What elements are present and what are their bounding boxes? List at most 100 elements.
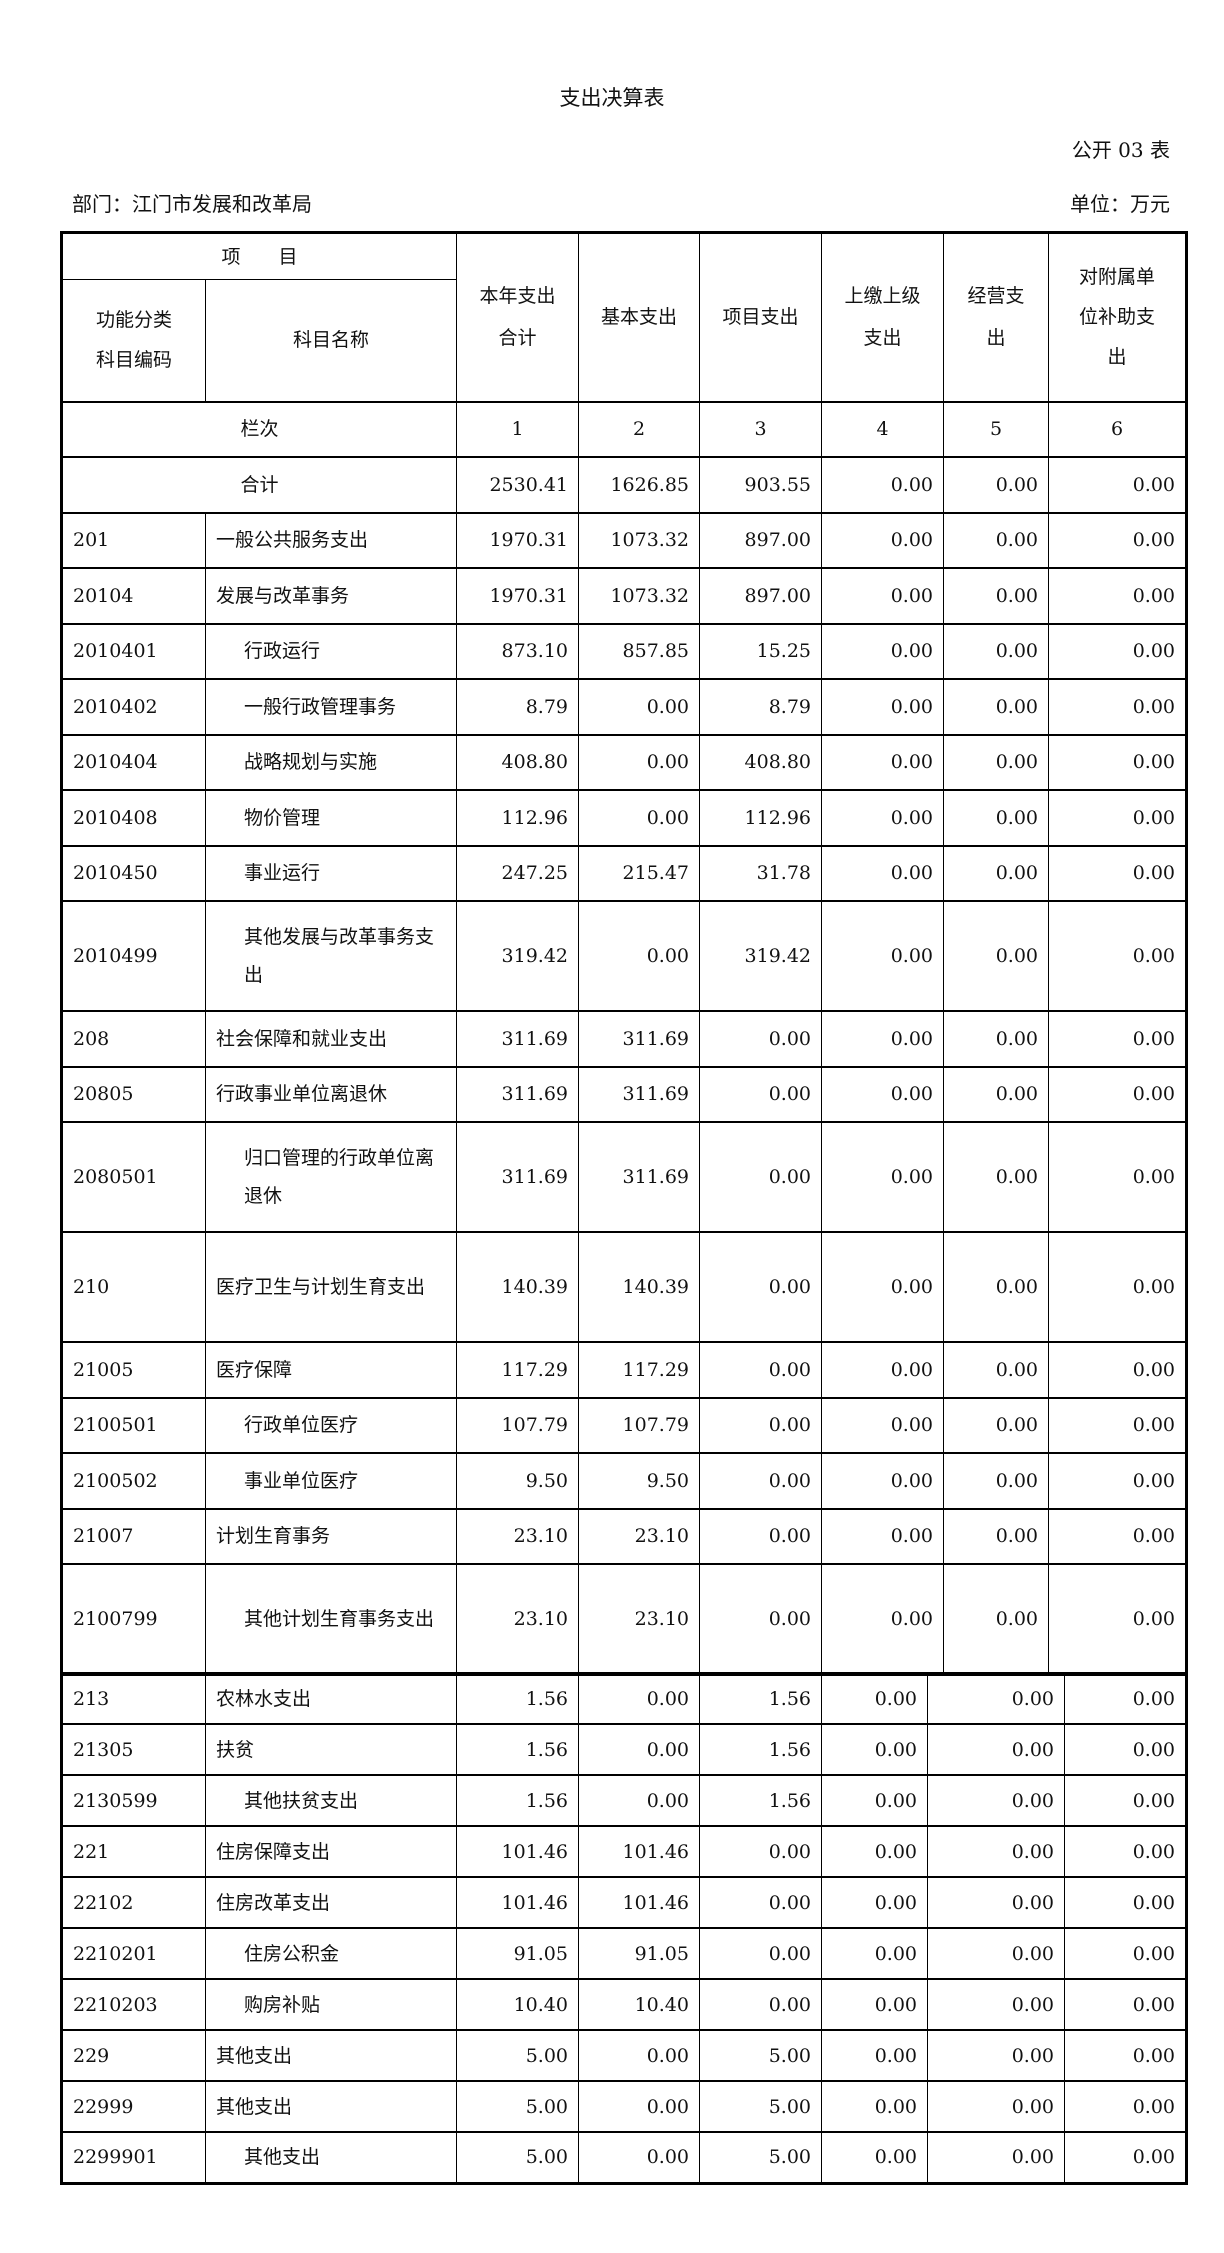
table-row: 2010450 事业运行 247.25 215.47 31.78 0.00 0.00 0.00 (61, 844, 1188, 902)
amount-cell: 0.00 (943, 789, 1050, 847)
amount-cell: 1.56 (699, 1723, 822, 1776)
amount-cell: 0.00 (927, 1774, 1065, 1827)
table-row: 21007 计划生育事务 23.10 23.10 0.00 0.00 0.00 0.00 (61, 1507, 1188, 1565)
table-row: 2080501 归口管理的行政单位离退休 311.69 311.69 0.00 0.00 0… (61, 1121, 1188, 1233)
amount-cell: 0.00 (821, 2131, 928, 2184)
amount-cell: 0.00 (699, 1927, 822, 1980)
amount-cell: 0.00 (927, 1825, 1065, 1878)
amount-cell: 1970.31 (456, 511, 580, 569)
amount-cell: 0.00 (927, 1927, 1065, 1980)
amount-cell: 9.50 (578, 1452, 701, 1510)
amount-cell: 0.00 (699, 1978, 822, 2031)
amount-cell: 0.00 (821, 1507, 945, 1565)
func-code-cell: 21005 (61, 1341, 206, 1399)
amount-cell: 897.00 (699, 511, 823, 569)
amount-cell: 0.00 (699, 1010, 823, 1068)
index-cell: 4 (821, 400, 945, 458)
amount-cell: 0.00 (699, 1876, 822, 1929)
amount-cell: 0.00 (943, 678, 1050, 736)
amount-cell: 0.00 (1048, 1507, 1188, 1565)
amount-cell: 311.69 (578, 1065, 701, 1123)
table-row: 21005 医疗保障 117.29 117.29 0.00 0.00 0.00 0.00 (61, 1341, 1188, 1399)
total-cell: 1626.85 (578, 455, 701, 514)
subject-name-cell: 行政事业单位离退休 (204, 1065, 458, 1123)
header-subject-name: 科目名称 (204, 279, 458, 402)
header-func-code: 功能分类 科目编码 (61, 279, 206, 402)
amount-cell: 1073.32 (578, 567, 701, 625)
func-code-cell: 2010401 (61, 622, 206, 680)
amount-cell: 91.05 (578, 1927, 700, 1980)
subject-name-cell: 一般公共服务支出 (204, 511, 458, 569)
table-row: 2010499 其他发展与改革事务支出 319.42 0.00 319.42 0.00 0.… (61, 900, 1188, 1012)
amount-cell: 0.00 (927, 1723, 1065, 1776)
amount-cell: 408.80 (699, 733, 823, 791)
amount-cell: 0.00 (821, 1452, 945, 1510)
amount-cell: 0.00 (821, 2029, 928, 2082)
amount-cell: 0.00 (1048, 1121, 1188, 1233)
amount-cell: 0.00 (578, 2029, 700, 2082)
amount-cell: 107.79 (456, 1396, 580, 1454)
amount-cell: 0.00 (578, 789, 701, 847)
amount-cell: 0.00 (699, 1065, 823, 1123)
amount-cell: 0.00 (1048, 844, 1188, 902)
index-row: 栏次 1 2 3 4 5 6 (60, 400, 1188, 458)
unit-label: 单位：万元 (1070, 192, 1170, 216)
amount-cell: 0.00 (821, 733, 945, 791)
amount-cell: 408.80 (456, 733, 580, 791)
amount-cell: 0.00 (1048, 1563, 1188, 1675)
table-number: 公开 03 表 (1071, 138, 1170, 162)
table-row: 2100502 事业单位医疗 9.50 9.50 0.00 0.00 0.00 0.00 (61, 1452, 1188, 1510)
subject-name-cell: 扶贫 (205, 1723, 457, 1776)
expenditure-table: 项 目 本年支出 合计 基本支出 项目支出 上缴上级 支出 经营支 出 对附属单… (60, 231, 1189, 1676)
amount-cell: 0.00 (821, 1825, 928, 1878)
amount-cell: 101.46 (578, 1876, 700, 1929)
table-row: 22102 住房改革支出 101.46 101.46 0.00 0.00 0.00 0.00 (61, 1876, 1187, 1929)
amount-cell: 8.79 (456, 678, 580, 736)
amount-cell: 311.69 (578, 1121, 701, 1233)
amount-cell: 91.05 (456, 1927, 579, 1980)
amount-cell: 0.00 (943, 844, 1050, 902)
func-code-cell: 2010402 (61, 678, 206, 736)
amount-cell: 5.00 (699, 2080, 822, 2133)
subject-name-cell: 购房补贴 (205, 1978, 457, 2031)
amount-cell: 140.39 (456, 1231, 580, 1343)
amount-cell: 0.00 (927, 2029, 1065, 2082)
amount-cell: 0.00 (943, 1452, 1050, 1510)
amount-cell: 101.46 (456, 1825, 579, 1878)
amount-cell: 0.00 (927, 1978, 1065, 2031)
amount-cell: 0.00 (1048, 1396, 1188, 1454)
amount-cell: 1.56 (456, 1672, 579, 1725)
subject-name-cell: 医疗保障 (204, 1341, 458, 1399)
amount-cell: 0.00 (1064, 1876, 1187, 1929)
amount-cell: 9.50 (456, 1452, 580, 1510)
table-row: 2100799 其他计划生育事务支出 23.10 23.10 0.00 0.00 0.00 0… (61, 1563, 1188, 1675)
amount-cell: 15.25 (699, 622, 823, 680)
func-code-cell: 2100799 (61, 1563, 206, 1675)
amount-cell: 0.00 (943, 567, 1050, 625)
amount-cell: 0.00 (821, 1876, 928, 1929)
subject-name-cell: 医疗卫生与计划生育支出 (204, 1231, 458, 1343)
amount-cell: 215.47 (578, 844, 701, 902)
table-row: 210 医疗卫生与计划生育支出 140.39 140.39 0.00 0.00 0.00 0.… (61, 1231, 1188, 1343)
table-row: 213 农林水支出 1.56 0.00 1.56 0.00 0.00 0.00 (61, 1672, 1187, 1725)
amount-cell: 1970.31 (456, 567, 580, 625)
func-code-cell: 2010404 (61, 733, 206, 791)
amount-cell: 0.00 (821, 1927, 928, 1980)
amount-cell: 0.00 (1064, 1978, 1187, 2031)
amount-cell: 1.56 (699, 1774, 822, 1827)
func-code-cell: 2010408 (61, 789, 206, 847)
func-code-cell: 221 (61, 1825, 206, 1878)
amount-cell: 8.79 (699, 678, 823, 736)
func-code-cell: 213 (61, 1672, 206, 1725)
func-code-cell: 2080501 (61, 1121, 206, 1233)
table-row: 2010401 行政运行 873.10 857.85 15.25 0.00 0.00 0.00 (61, 622, 1188, 680)
amount-cell: 5.00 (456, 2131, 579, 2184)
table-row: 2010408 物价管理 112.96 0.00 112.96 0.00 0.00 0.00 (61, 789, 1188, 847)
table-row: 2210201 住房公积金 91.05 91.05 0.00 0.00 0.00 0.00 (61, 1927, 1187, 1980)
amount-cell: 0.00 (699, 1563, 823, 1675)
amount-cell: 0.00 (1048, 567, 1188, 625)
amount-cell: 5.00 (456, 2080, 579, 2133)
index-cell: 2 (578, 400, 701, 458)
total-row: 合计 2530.41 1626.85 903.55 0.00 0.00 0.00 (60, 455, 1188, 514)
func-code-cell: 208 (61, 1010, 206, 1068)
